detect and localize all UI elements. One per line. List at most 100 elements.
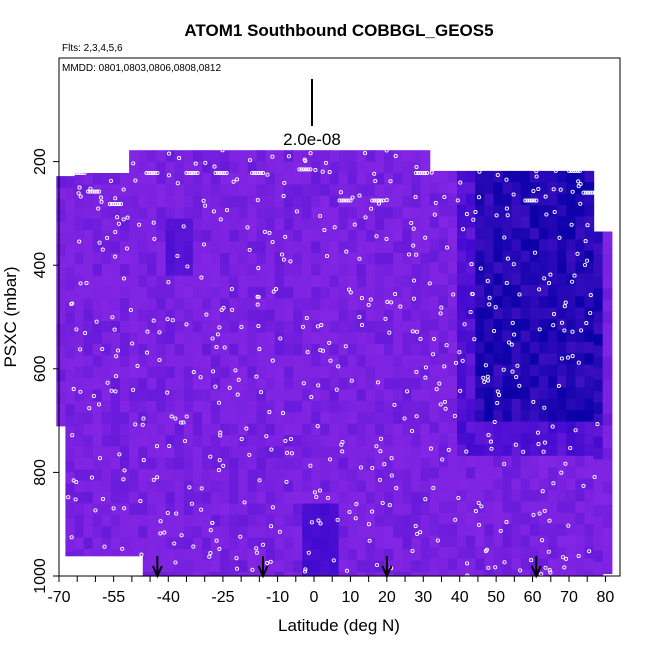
heat-cell — [466, 319, 476, 332]
heat-cell — [183, 161, 194, 174]
heat-cell — [65, 552, 76, 557]
sample-point — [414, 164, 419, 170]
heat-cell — [202, 400, 212, 413]
sample-point — [74, 327, 79, 332]
heat-cell — [174, 503, 185, 516]
sample-point — [121, 276, 127, 281]
sample-point — [187, 485, 192, 490]
heat-cell — [183, 332, 194, 345]
sample-point — [274, 287, 279, 292]
heat-cell — [347, 389, 358, 402]
heat-cell — [365, 446, 376, 459]
heat-cell — [265, 207, 276, 220]
sample-point — [191, 370, 196, 375]
heat-cell — [493, 467, 504, 480]
heat-cell — [83, 537, 94, 550]
heat-cell — [156, 480, 167, 493]
heat-cell — [447, 478, 458, 491]
heat-cell — [211, 241, 221, 254]
heat-cell — [202, 150, 212, 163]
heat-cell — [147, 150, 157, 163]
heat-cell — [293, 423, 303, 436]
heat-cell — [165, 503, 176, 516]
heat-cell — [74, 480, 85, 493]
heatmap-cells — [55, 150, 613, 577]
sample-point — [113, 196, 118, 201]
heat-cell — [238, 241, 249, 254]
heat-cell — [393, 184, 403, 197]
heat-cell — [101, 503, 112, 516]
heat-cell — [120, 549, 130, 557]
heat-cell — [375, 309, 385, 322]
heat-cell — [438, 205, 449, 218]
heat-cell — [320, 423, 331, 436]
heat-cell — [557, 467, 567, 480]
heat-cell — [83, 355, 94, 368]
heat-cell — [466, 478, 476, 491]
heat-cell — [147, 423, 157, 436]
heat-cell — [238, 412, 249, 425]
sample-point — [121, 217, 126, 222]
heat-cell — [593, 402, 604, 415]
heat-cell — [466, 398, 476, 411]
heat-cell — [65, 506, 76, 519]
heat-cell — [283, 298, 294, 311]
heat-cell — [283, 526, 294, 539]
heat-cell — [538, 319, 549, 332]
heat-cell — [493, 455, 504, 468]
scale-bar-label: 2.0e-08 — [283, 130, 341, 149]
heat-cell — [138, 435, 148, 448]
heat-cell — [575, 273, 586, 286]
heat-cell — [429, 467, 440, 480]
heat-cell — [311, 457, 321, 470]
heat-cell — [411, 195, 422, 208]
heat-cell — [202, 343, 212, 356]
heat-cell — [593, 448, 604, 461]
heat-cell — [447, 227, 458, 240]
sample-point — [487, 302, 492, 307]
heat-cell — [265, 537, 276, 550]
heat-cell — [375, 355, 385, 368]
sample-point — [116, 202, 121, 207]
heat-cell — [584, 467, 595, 480]
heat-cell — [165, 378, 176, 391]
heat-cell — [438, 433, 449, 445]
sample-point — [303, 567, 308, 572]
heat-cell — [502, 490, 513, 502]
heat-cell — [356, 560, 367, 573]
sample-point — [380, 500, 385, 506]
sample-point — [69, 535, 74, 540]
sample-point — [420, 170, 425, 176]
heat-cell — [384, 549, 394, 562]
heat-cell — [538, 410, 549, 423]
heat-cell — [92, 230, 103, 242]
heat-cell — [411, 514, 422, 527]
heat-cell — [384, 412, 394, 425]
heat-cell — [156, 343, 167, 356]
heat-cell — [302, 230, 312, 242]
heat-cell — [229, 469, 239, 482]
heat-cell — [402, 207, 412, 220]
sample-point — [504, 206, 509, 211]
sample-point — [87, 406, 92, 411]
heat-cell — [356, 412, 367, 425]
heat-cell — [174, 412, 185, 425]
heat-cell — [247, 526, 258, 539]
sample-point — [432, 336, 437, 342]
heat-cell — [538, 433, 549, 445]
heat-cell — [92, 435, 103, 448]
heat-cell — [575, 512, 586, 525]
heat-cell — [120, 343, 130, 356]
sample-point — [157, 330, 162, 335]
heat-cell — [101, 526, 112, 539]
heat-cell — [174, 469, 185, 482]
heat-cell — [320, 526, 331, 539]
sample-point — [216, 468, 221, 473]
heat-cell — [92, 492, 103, 505]
heat-cell — [511, 319, 522, 332]
heat-cell — [566, 433, 576, 445]
heat-cell — [447, 193, 458, 206]
heat-cell — [202, 252, 212, 265]
heat-cell — [548, 467, 558, 480]
heat-cell — [520, 398, 531, 411]
